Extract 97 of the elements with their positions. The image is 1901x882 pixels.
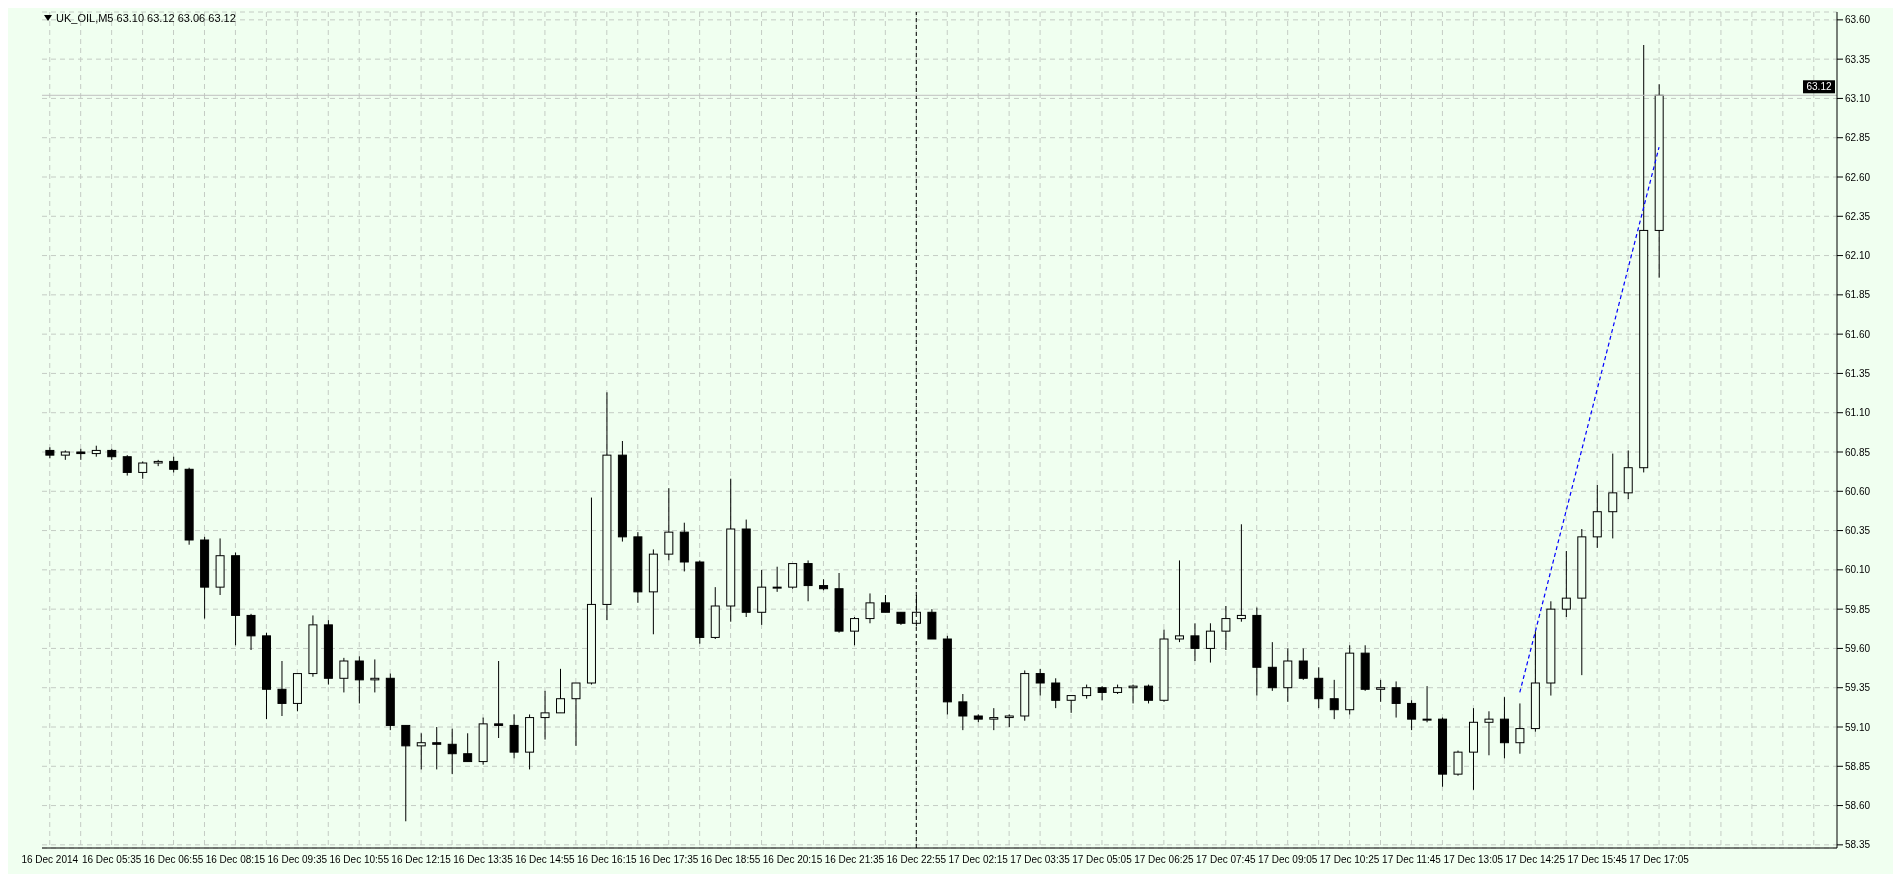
x-tick-label: 17 Dec 15:45 [1567, 854, 1628, 866]
x-tick-label: 17 Dec 17:05 [1629, 854, 1690, 866]
candlestick [772, 566, 782, 593]
x-tick-label: 16 Dec 2014 [21, 854, 79, 866]
x-tick-label: 16 Dec 17:35 [638, 854, 699, 866]
candlestick [1205, 622, 1215, 664]
candlestick [1608, 453, 1618, 539]
ref-line-label: 63.12 [1806, 81, 1832, 93]
y-tick-label: 63.60 [1845, 14, 1871, 26]
candlestick [556, 668, 566, 714]
candlestick [463, 732, 473, 763]
candlestick [1376, 679, 1386, 703]
x-tick-label: 16 Dec 21:35 [824, 854, 885, 866]
y-tick-label: 59.85 [1845, 603, 1871, 615]
candlestick [571, 682, 581, 747]
y-tick-label: 62.60 [1845, 171, 1871, 183]
candlestick [1453, 750, 1463, 777]
candlestick [45, 446, 55, 459]
y-tick-label: 63.35 [1845, 53, 1871, 65]
x-tick-label: 16 Dec 13:35 [453, 854, 514, 866]
y-tick-label: 60.85 [1845, 446, 1871, 458]
y-tick-label: 58.85 [1845, 760, 1871, 772]
y-tick-label: 58.35 [1845, 839, 1871, 851]
x-tick-label: 17 Dec 10:25 [1319, 854, 1380, 866]
x-tick-label: 16 Dec 20:15 [762, 854, 823, 866]
candlestick [1174, 559, 1184, 643]
candlestick [1267, 641, 1277, 692]
y-tick-label: 61.85 [1845, 289, 1871, 301]
candlestick [664, 487, 674, 561]
candlestick [540, 690, 550, 741]
x-tick-label: 17 Dec 06:25 [1134, 854, 1195, 866]
x-tick-label: 17 Dec 03:35 [1010, 854, 1071, 866]
candlestick [958, 693, 968, 731]
candlestick [339, 657, 349, 693]
y-tick-label: 60.60 [1845, 485, 1871, 497]
candlestick [1051, 677, 1061, 709]
candlestick [989, 707, 999, 731]
y-tick-label: 58.60 [1845, 800, 1871, 812]
x-tick-label: 17 Dec 13:05 [1443, 854, 1504, 866]
y-tick-label: 59.60 [1845, 642, 1871, 654]
x-tick-label: 16 Dec 08:15 [205, 854, 266, 866]
candlestick [1484, 710, 1494, 756]
y-tick-label: 61.10 [1845, 407, 1871, 419]
candlestick [788, 563, 798, 590]
candlestick [401, 724, 411, 822]
x-tick-label: 16 Dec 16:15 [577, 854, 637, 866]
x-tick-label: 16 Dec 12:15 [391, 854, 452, 866]
x-tick-label: 16 Dec 14:55 [515, 854, 576, 866]
candlestick [1298, 647, 1308, 681]
x-tick-label: 16 Dec 10:55 [329, 854, 390, 866]
x-tick-label: 17 Dec 02:15 [948, 854, 1009, 866]
candlestick [370, 658, 380, 693]
y-tick-label: 59.35 [1845, 682, 1871, 694]
y-tick-label: 62.10 [1845, 250, 1871, 262]
x-tick-label: 16 Dec 05:35 [81, 854, 142, 866]
candlestick [447, 728, 457, 775]
x-tick-label: 16 Dec 06:55 [143, 854, 204, 866]
chart-title: UK_OIL,M5 63.10 63.12 63.06 63.12 [56, 12, 236, 24]
candlestick [246, 613, 256, 651]
x-tick-label: 17 Dec 05:05 [1072, 854, 1133, 866]
y-tick-label: 61.35 [1845, 367, 1871, 379]
candlestick [122, 454, 132, 477]
candlestick [354, 655, 364, 704]
candlestick [1515, 702, 1525, 755]
candlestick [1190, 622, 1200, 662]
candlestick [1422, 685, 1432, 723]
x-tick-label: 17 Dec 14:25 [1505, 854, 1566, 866]
candlestick [1097, 685, 1107, 701]
y-tick-label: 63.10 [1845, 92, 1871, 104]
y-tick-label: 61.60 [1845, 328, 1871, 340]
x-tick-label: 17 Dec 09:05 [1257, 854, 1318, 866]
x-tick-label: 17 Dec 11:45 [1382, 854, 1442, 866]
candlestick [1314, 666, 1324, 709]
candlestick [1391, 680, 1401, 719]
x-tick-label: 16 Dec 18:55 [700, 854, 761, 866]
x-tick-label: 17 Dec 07:45 [1196, 854, 1256, 866]
candlestick [277, 660, 287, 717]
y-tick-label: 59.10 [1845, 721, 1871, 733]
candlestick [1407, 699, 1417, 731]
x-tick-label: 16 Dec 09:35 [267, 854, 328, 866]
y-tick-label: 62.85 [1845, 132, 1871, 144]
y-tick-label: 62.35 [1845, 210, 1871, 222]
candlestick [1499, 696, 1509, 759]
y-tick-label: 60.10 [1845, 564, 1871, 576]
candlestick [803, 559, 813, 602]
candlestick [1561, 550, 1571, 618]
candlestick [432, 726, 442, 770]
candlestick [494, 660, 504, 739]
candlestick [1329, 679, 1339, 720]
y-tick-label: 60.35 [1845, 525, 1871, 537]
x-tick-label: 16 Dec 22:55 [886, 854, 947, 866]
candlestick [1035, 668, 1045, 697]
candlestick [865, 592, 875, 624]
candlestick [1221, 605, 1231, 651]
candlestick [850, 616, 860, 646]
candlestick [416, 732, 426, 770]
candlestick [1236, 523, 1246, 623]
